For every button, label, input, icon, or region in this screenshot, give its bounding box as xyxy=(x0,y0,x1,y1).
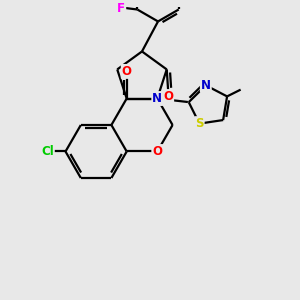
Text: O: O xyxy=(122,65,132,78)
Text: F: F xyxy=(117,2,125,14)
Text: N: N xyxy=(152,92,162,105)
Text: Cl: Cl xyxy=(41,145,54,158)
Text: N: N xyxy=(201,79,211,92)
Text: O: O xyxy=(152,145,162,158)
Text: O: O xyxy=(163,90,173,103)
Text: S: S xyxy=(195,117,204,130)
